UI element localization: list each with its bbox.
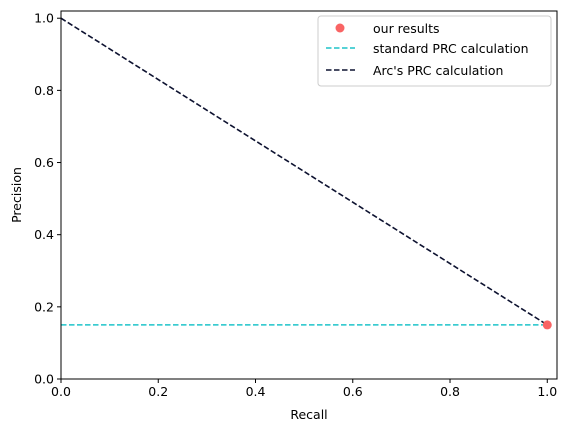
- y-tick-label: 0.4: [34, 227, 54, 242]
- x-tick-label: 0.4: [246, 384, 266, 399]
- y-axis-ticks: 0.0 0.2 0.4 0.6 0.8 1.0: [34, 11, 61, 387]
- y-axis-label: Precision: [9, 167, 24, 223]
- x-tick-label: 0.0: [51, 384, 71, 399]
- y-tick-label: 1.0: [34, 11, 54, 26]
- x-tick-label: 0.2: [148, 384, 168, 399]
- y-tick-label: 0.0: [34, 372, 54, 387]
- x-tick-label: 1.0: [537, 384, 557, 399]
- x-tick-label: 0.6: [343, 384, 363, 399]
- legend-box: [317, 15, 552, 87]
- x-axis-ticks: 0.0 0.2 0.4 0.6 0.8 1.0: [51, 379, 557, 399]
- series-layer: [60, 17, 552, 330]
- legend: our results standard PRC calculation Arc…: [317, 15, 552, 87]
- legend-label-standard-prc: standard PRC calculation: [373, 41, 529, 56]
- x-tick-label: 0.8: [440, 384, 460, 399]
- legend-label-our-results: our results: [373, 21, 440, 36]
- y-tick-label: 0.8: [34, 83, 54, 98]
- data-point-our-results: [542, 320, 552, 330]
- plot-frame: [60, 10, 558, 380]
- y-tick-label: 0.6: [34, 155, 54, 170]
- x-axis-label: Recall: [290, 407, 327, 422]
- y-tick-label: 0.2: [34, 299, 54, 314]
- legend-marker-our-results: [335, 23, 345, 33]
- legend-label-arcs-prc: Arc's PRC calculation: [373, 63, 503, 78]
